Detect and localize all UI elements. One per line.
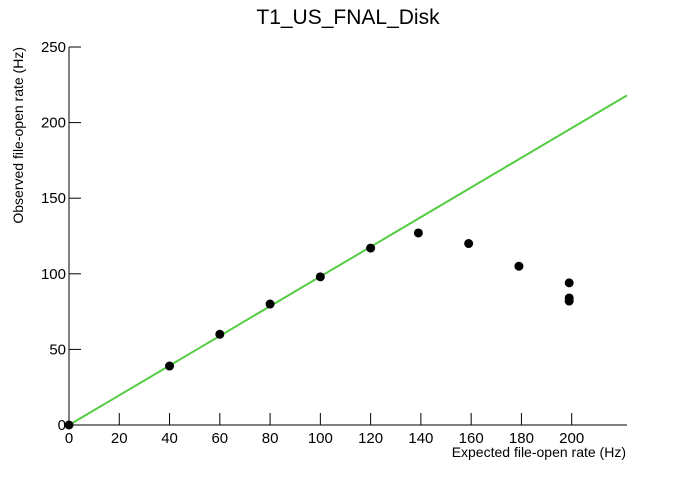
y-tick-label: 100: [41, 266, 66, 283]
data-point: [413, 228, 423, 238]
x-axis-label: Expected file-open rate (Hz): [452, 444, 626, 460]
x-tick-label: 60: [211, 430, 228, 447]
x-tick-label: 160: [459, 430, 484, 447]
x-tick-label: 200: [559, 430, 584, 447]
y-tick-label: 0: [58, 417, 66, 434]
data-point: [464, 239, 474, 249]
fit-line: [68, 94, 628, 426]
y-axis-label: Observed file-open rate (Hz): [10, 47, 26, 224]
y-tick-label: 150: [41, 190, 66, 207]
data-point: [366, 243, 376, 253]
data-point: [265, 299, 275, 309]
y-tick-label: 250: [41, 39, 66, 56]
x-tick-label: 180: [509, 430, 534, 447]
x-tick-label: 0: [65, 430, 73, 447]
x-tick-label: 20: [111, 430, 128, 447]
x-tick-label: 120: [358, 430, 383, 447]
data-point: [514, 261, 524, 271]
data-point: [315, 272, 325, 282]
data-point: [564, 278, 574, 288]
x-tick-label: 40: [161, 430, 178, 447]
x-tick-label: 100: [308, 430, 333, 447]
chart-title: T1_US_FNAL_Disk: [256, 6, 440, 29]
y-tick-label: 200: [41, 115, 66, 132]
data-point: [215, 329, 225, 339]
y-tick-label: 50: [49, 341, 66, 358]
x-tick-label: 140: [408, 430, 433, 447]
x-tick-label: 80: [262, 430, 279, 447]
data-point: [64, 420, 74, 430]
data-point: [165, 361, 175, 371]
data-point: [564, 296, 574, 306]
